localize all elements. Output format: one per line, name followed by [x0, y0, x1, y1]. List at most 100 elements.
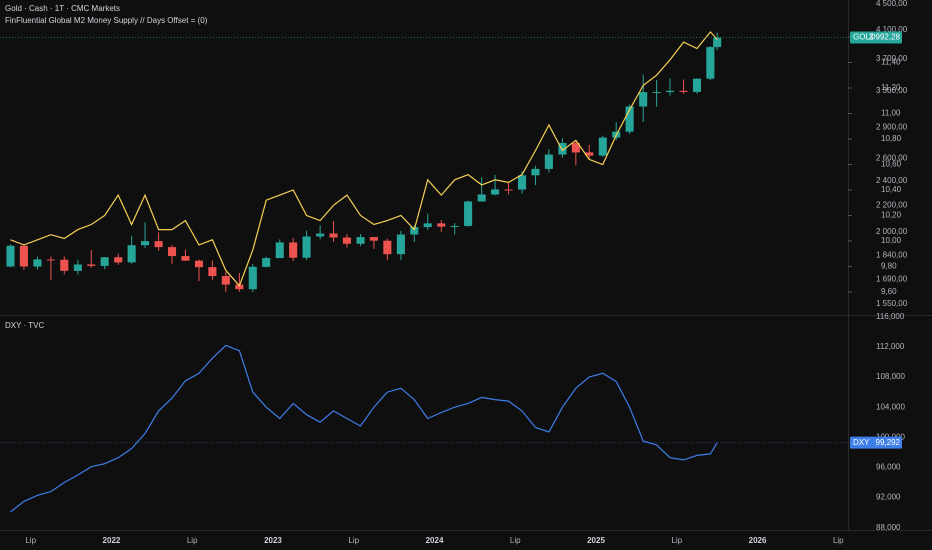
candle-body — [208, 267, 217, 277]
marks — [0, 30, 848, 513]
candle-body — [60, 259, 69, 271]
candle-body — [87, 264, 96, 266]
badge-name: DXY — [853, 438, 870, 447]
candle-body — [235, 284, 244, 290]
chart-title: Gold · Cash · 1T · CMC Markets — [5, 4, 120, 13]
candle-body — [558, 143, 567, 155]
y-tick-label: 112,000 — [876, 342, 905, 351]
candle-body — [477, 194, 486, 202]
candle-body — [369, 237, 378, 241]
indicator-title: FinFluential Global M2 Money Supply // D… — [5, 16, 208, 25]
candle-body — [275, 242, 284, 259]
candle-body — [248, 266, 257, 290]
badge-name: GOLD — [853, 33, 876, 42]
x-tick-label: Lip — [510, 536, 521, 545]
candle-body — [679, 90, 688, 92]
candle-body — [342, 237, 351, 244]
candle-body — [410, 227, 419, 235]
candle-body — [141, 241, 150, 246]
y-tick-label: 104,000 — [876, 402, 905, 411]
price-badge — [850, 436, 902, 449]
y-tick-label: 108,000 — [876, 372, 905, 381]
candle-body — [652, 92, 661, 94]
candle-body — [571, 143, 580, 153]
candle-body — [423, 223, 432, 228]
y2-tick-label: 9,80 — [881, 262, 897, 271]
candle-body — [6, 245, 15, 267]
candle-body — [221, 276, 230, 285]
candle-body — [289, 242, 298, 258]
x-tick-label: 2024 — [426, 536, 444, 545]
labels: Gold · Cash · 1T · CMC Markets FinFluent… — [5, 0, 908, 545]
candle-body — [33, 259, 42, 267]
candle-body — [692, 78, 702, 92]
candle-body — [665, 90, 675, 93]
y-tick-label: 1 690,00 — [876, 275, 908, 284]
candle-body — [585, 152, 594, 156]
candle-body — [437, 223, 446, 227]
y-tick-label: 4 500,00 — [876, 0, 908, 8]
candle-body — [713, 37, 722, 48]
y-tick-label: 96,000 — [876, 463, 901, 472]
candle-body — [100, 257, 109, 266]
y-tick-label: 4 100,00 — [876, 25, 908, 34]
y2-tick-label: 11,20 — [881, 83, 901, 92]
candle-body — [329, 233, 338, 238]
candle-body — [639, 92, 648, 107]
candle-body — [316, 233, 325, 237]
y2-tick-label: 9,60 — [881, 287, 897, 296]
candle-body — [531, 168, 540, 176]
y2-tick-label: 10,00 — [881, 236, 902, 245]
candle-body — [396, 234, 405, 255]
y-tick-label: 2 000,00 — [876, 227, 908, 236]
y-tick-label: 3 700,00 — [876, 54, 908, 63]
candle-body — [73, 264, 82, 271]
badge-value: 3 992,28 — [869, 33, 901, 42]
candle-body — [491, 189, 500, 195]
y2-tick-label: 10,20 — [881, 211, 902, 220]
y2-tick-label: 10,40 — [881, 185, 902, 194]
x-tick-label: 2026 — [749, 536, 767, 545]
y-tick-label: 116,000 — [876, 312, 905, 321]
candle-body — [46, 259, 55, 261]
candle-body — [504, 189, 513, 191]
x-tick-label: Lip — [25, 536, 36, 545]
y-tick-label: 1 550,00 — [876, 299, 908, 308]
candle-body — [450, 225, 459, 227]
candle-body — [302, 236, 311, 258]
y-tick-label: 2 600,00 — [876, 153, 908, 162]
x-tick-label: Lip — [348, 536, 359, 545]
y2-tick-label: 11,00 — [881, 109, 901, 118]
x-tick-label: 2023 — [264, 536, 282, 545]
candle-body — [167, 247, 177, 257]
candle-body — [19, 245, 28, 267]
y2-tick-label: 11,40 — [881, 58, 901, 67]
y2-tick-label: 10,60 — [881, 160, 902, 169]
candle-body — [262, 258, 271, 267]
pane-title: DXY · TVC — [5, 321, 44, 330]
candle-body — [181, 256, 190, 261]
badge-value: 99,292 — [876, 438, 901, 447]
price-badge — [850, 31, 902, 44]
y2-tick-label: 10,80 — [881, 134, 902, 143]
candle-body — [154, 241, 163, 248]
candle-body — [706, 47, 715, 79]
x-tick-label: Lip — [187, 536, 198, 545]
candle-body — [356, 237, 365, 244]
series-line — [10, 30, 718, 287]
candle-body — [114, 257, 123, 263]
candle-body — [194, 260, 204, 268]
candle-body — [598, 137, 607, 156]
y-tick-label: 2 900,00 — [876, 123, 908, 132]
candle-body — [464, 201, 473, 226]
candle-body — [127, 245, 136, 263]
x-tick-label: 2025 — [587, 536, 605, 545]
y-tick-label: 92,000 — [876, 493, 901, 502]
series-line — [10, 344, 718, 513]
y-tick-label: 2 400,00 — [876, 176, 908, 185]
y-tick-label: 2 200,00 — [876, 200, 908, 209]
x-tick-label: Lip — [833, 536, 844, 545]
x-tick-label: 2022 — [103, 536, 121, 545]
